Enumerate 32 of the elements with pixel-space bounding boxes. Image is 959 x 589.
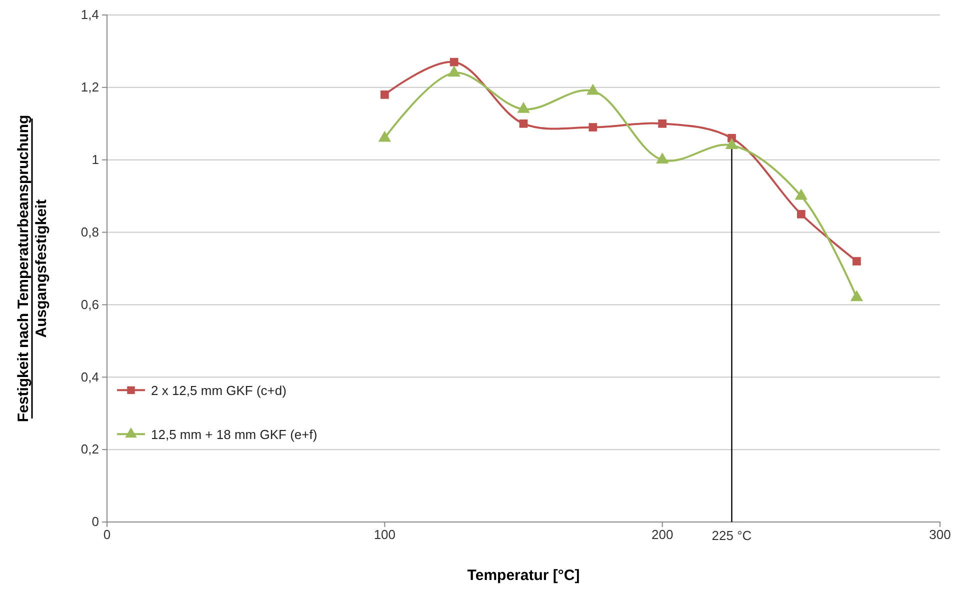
x-tick-label: 300 <box>929 527 951 542</box>
point <box>380 90 389 99</box>
point <box>519 119 528 128</box>
y-tick-label: 1 <box>92 152 99 168</box>
point <box>656 152 669 164</box>
point <box>796 210 806 218</box>
legend-label: 2 x 12,5 mm GKF (c+d) <box>151 383 286 398</box>
ref-line-label: 225 °C <box>712 528 752 543</box>
point <box>450 58 458 66</box>
point <box>448 66 460 77</box>
point <box>588 123 598 132</box>
x-tick-label: 200 <box>651 527 674 542</box>
point <box>794 188 808 200</box>
y-tick-label: 0,4 <box>80 369 99 384</box>
legend-label: 12,5 mm + 18 mm GKF (e+f) <box>151 427 318 442</box>
y-tick-label: 0,8 <box>80 224 99 240</box>
x-tick-label: 0 <box>103 527 111 542</box>
y-tick-label: 0,6 <box>80 296 99 312</box>
point <box>725 138 738 150</box>
y-tick-label: 0 <box>92 514 99 530</box>
x-axis-title: Temperatur [°C] <box>467 567 580 584</box>
y-tick-label: 0,2 <box>80 442 99 457</box>
x-tick-label: 100 <box>374 527 396 542</box>
y-tick-label: 1,4 <box>80 7 99 22</box>
point <box>850 290 864 302</box>
y-axis-title: Festigkeit nach Temperaturbeanspruchung Ausgangsfestigkeit <box>15 114 50 422</box>
point <box>517 102 530 113</box>
point <box>378 130 392 142</box>
point <box>852 257 861 266</box>
point <box>658 119 667 128</box>
y-tick-label: 1,2 <box>80 80 99 95</box>
point <box>586 84 600 95</box>
